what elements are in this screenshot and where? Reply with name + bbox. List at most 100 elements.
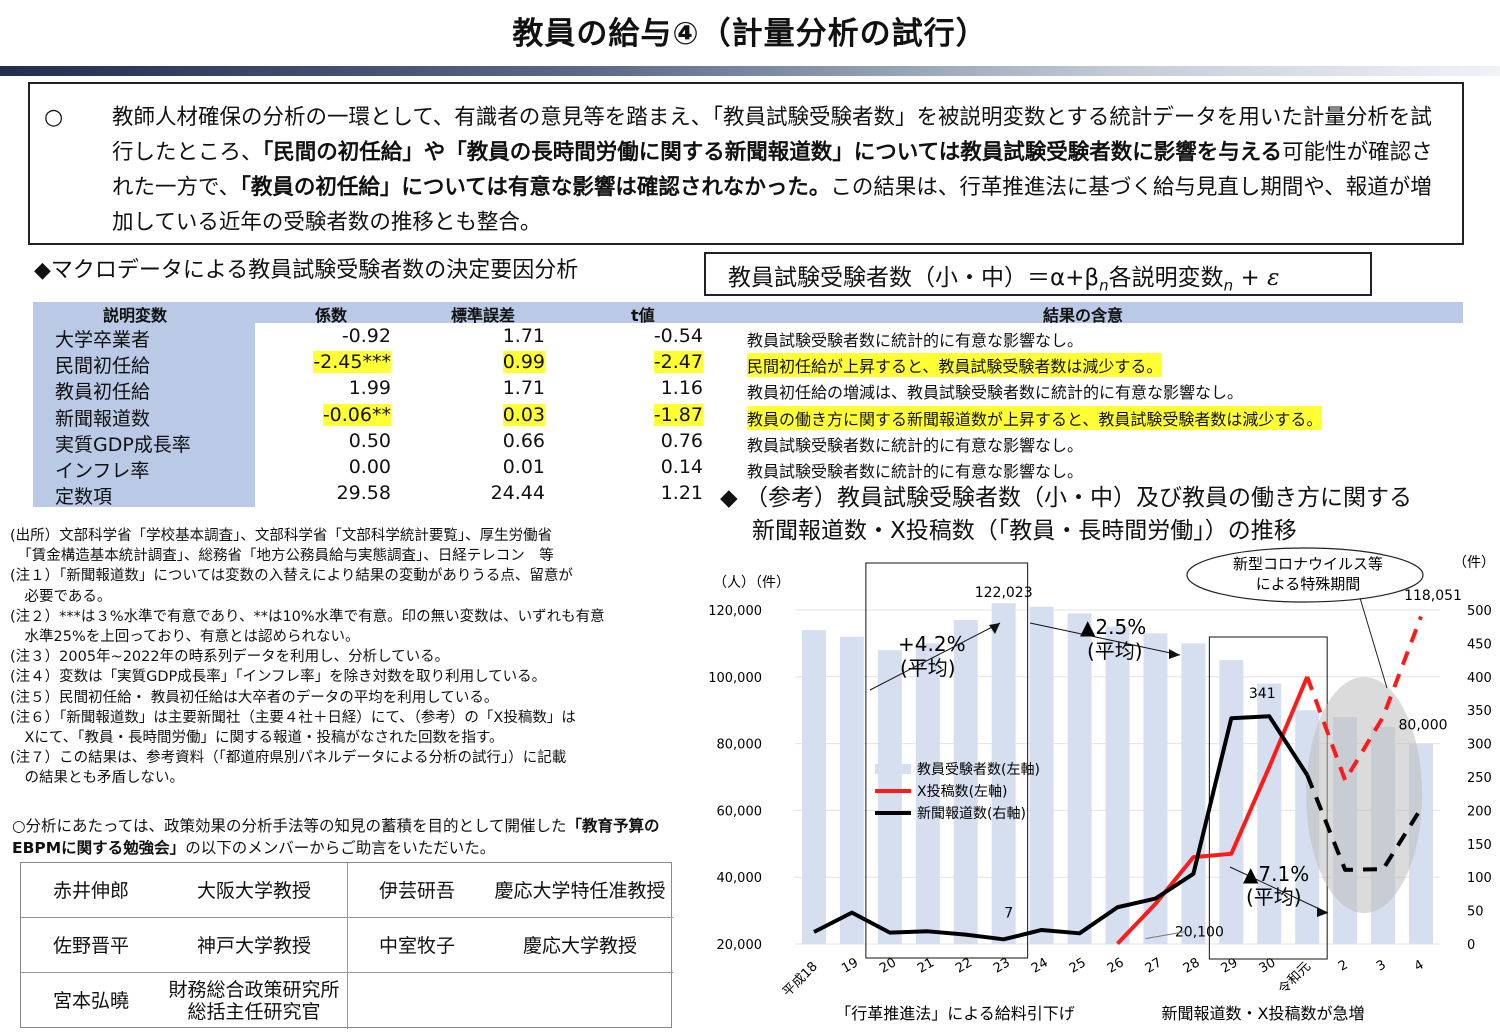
- data-label-leader: [1145, 931, 1186, 940]
- annotation-arrowhead: [1169, 649, 1180, 659]
- annotation-arrowhead: [989, 623, 1000, 634]
- left-axis-unit: （人）（件）: [713, 575, 790, 591]
- t-value: -2.47: [653, 351, 703, 374]
- chart-heading-line-2: 新聞報道数・X投稿数（「教員・長時間労働」）の推移: [752, 518, 1297, 544]
- t-value: 1.16: [660, 377, 703, 400]
- result-implication: 教員試験受験者数に統計的に有意な影響なし。: [747, 462, 1084, 481]
- coefficient-value: 0.50: [348, 429, 391, 452]
- line-x-posts: [1116, 676, 1310, 946]
- note-line: (出所）文部科学省「学校基本調査」、文部科学省「文部科学統計要覧」、厚生労働省: [10, 528, 553, 544]
- covid-callout-text: による特殊期間: [1256, 575, 1361, 593]
- legend-label: X投稿数(左軸): [917, 784, 1008, 800]
- variable-column-background: [33, 323, 255, 507]
- x-axis-tick: 令和元: [1276, 959, 1314, 997]
- note-line: 「賃金構造基本統計調査」、総務省「地方公務員給与実態調査」、日経テレコン 等: [10, 548, 554, 565]
- variable-name: 新聞報道数: [55, 407, 151, 430]
- t-value: 0.14: [660, 456, 703, 478]
- right-axis-tick: 150: [1467, 838, 1492, 853]
- bar-teacher-applicants: [953, 620, 978, 944]
- note-line: (注３）2005年~2022年の時系列データを利用し、分析している。: [10, 649, 450, 666]
- variable-name: 大学卒業者: [55, 329, 151, 351]
- standard-error-value: 1.71: [502, 325, 545, 347]
- right-axis-tick: 400: [1467, 671, 1492, 686]
- bar-teacher-applicants: [1181, 643, 1206, 944]
- x-axis-tick: 21: [915, 955, 937, 976]
- result-implication: 民間初任給が上昇すると、教員試験受験者数は減少する。: [747, 353, 1163, 378]
- member-name: 赤井伸郎: [52, 879, 129, 902]
- member-name: 宮本弘曉: [52, 989, 129, 1012]
- right-axis-tick: 250: [1467, 771, 1492, 786]
- member-title: 大阪大学教授: [196, 879, 311, 902]
- x-axis-tick: 19: [839, 955, 861, 976]
- x-axis-tick: 28: [1181, 955, 1203, 976]
- variable-name: インフレ率: [55, 460, 150, 482]
- bar-teacher-applicants: [1219, 660, 1244, 944]
- covid-ellipse: [1306, 677, 1423, 913]
- x-axis-tick: 24: [1029, 955, 1051, 976]
- annotation-growth: +4.2%: [898, 632, 966, 656]
- note-line: (注５）民間初任給・ 教員初任給は大卒者のデータの平均を利用している。: [10, 689, 499, 706]
- standard-error-value: 0.03: [502, 403, 545, 426]
- variable-name: 実質GDP成長率: [55, 433, 191, 456]
- summary-box: ○ 教師人材確保の分析の一環として、有識者の意見等を踏まえ、「教員試験受験者数」…: [28, 82, 1464, 245]
- formula-plus: +: [1233, 265, 1268, 291]
- right-axis-tick: 100: [1467, 871, 1492, 886]
- header-t-value: t値: [631, 306, 655, 325]
- bar-teacher-applicants: [915, 643, 940, 944]
- right-axis-tick: 50: [1467, 905, 1484, 920]
- result-implication: 教員の働き方に関する新聞報道数が上昇すると、教員試験受験者数は減少する。: [747, 405, 1323, 430]
- t-value: -0.54: [653, 325, 703, 347]
- formula-epsilon: ε: [1267, 265, 1280, 291]
- x-axis-tick: 20: [877, 955, 899, 976]
- annotation-growth-sub: (平均): [1246, 885, 1302, 909]
- annotation-arrow: [869, 622, 1001, 691]
- member-name: 伊芸研吾: [378, 879, 455, 902]
- annotation-arrow: [1029, 622, 1181, 656]
- member-title: 慶応大学教授: [522, 934, 637, 957]
- coefficient-value: -2.45***: [313, 351, 391, 374]
- standard-error-value: 0.99: [502, 351, 545, 374]
- legend-swatch-bars: [875, 764, 911, 774]
- annotation-growth-sub: (平均): [900, 656, 956, 680]
- right-axis-tick: 500: [1467, 604, 1492, 619]
- x-axis-tick: 30: [1257, 955, 1279, 976]
- data-label: 341: [1249, 686, 1276, 702]
- member-divider: [347, 863, 348, 1029]
- legend-label: 新聞報道数(右軸): [917, 806, 1026, 822]
- result-implication: 教員試験受験者数に統計的に有意な影響なし。: [747, 435, 1084, 455]
- note-line: Xにて、「教員・長時間労働」に関する報道・投稿がなされた回数を指す。: [10, 730, 504, 747]
- line-news-reports-estimated: [1305, 774, 1423, 872]
- note-line: 必要である。: [10, 588, 112, 605]
- standard-error-value: 0.01: [502, 456, 545, 478]
- x-axis-tick: 2: [1336, 957, 1351, 974]
- x-axis-tick: 3: [1374, 957, 1389, 974]
- period-label: 「行革推進法」による給料引下げ: [835, 1004, 1075, 1023]
- regression-header-row: 説明変数 係数 標準誤差 t値 結果の含意: [33, 302, 1463, 325]
- note-line: (注７）この結果は、参考資料（「都道府県別パネルデータによる分析の試行」）に記載: [10, 750, 567, 767]
- period-label: 新聞報道数・X投稿数が急増: [1162, 1004, 1365, 1023]
- note-line: (注４）変数は「実質GDP成長率」「インフレ率」を除き対数を取り利用している。: [10, 669, 547, 686]
- x-axis-tick: 平成18: [780, 959, 821, 1000]
- header-coefficient: 係数: [315, 306, 348, 325]
- coefficient-value: -0.06**: [322, 403, 391, 426]
- standard-error-value: 1.71: [502, 377, 545, 400]
- left-axis-tick: 60,000: [717, 804, 763, 819]
- advice-text-1: ○分析にあたっては、政策効果の分析手法等の知見の蓄積を目的として開催した: [12, 817, 567, 835]
- advice-bold-1: 「教育予算の: [566, 817, 660, 835]
- advice-bold-2: EBPMに関する勉強会」: [12, 839, 186, 857]
- left-axis-tick: 40,000: [717, 871, 763, 886]
- regression-row: 教員初任給 1.99 1.71 1.16 教員初任給の増減は、教員試験受験者数に統計的に…: [33, 376, 1463, 404]
- regression-row: 新聞報道数 -0.06** 0.03 -1.87 教員の働き方に関する新聞報道数が上昇す…: [33, 403, 1463, 430]
- header-standard-error: 標準誤差: [451, 306, 516, 325]
- data-label: 122,023: [975, 585, 1033, 601]
- bar-teacher-applicants: [801, 630, 826, 944]
- right-axis-tick: 200: [1467, 804, 1492, 819]
- covid-callout-bubble: [1186, 547, 1424, 603]
- variable-name: 教員初任給: [55, 381, 151, 404]
- member-title: 神戸大学教授: [196, 934, 311, 957]
- summary-bold-1: 「民間の初任給」や「教員の長時間労働に関する新聞報道数」については教員試験受験者…: [262, 140, 1283, 165]
- title-underline-bar: [0, 66, 1500, 76]
- variable-name: 民間初任給: [55, 355, 151, 378]
- bar-teacher-applicants: [839, 636, 864, 944]
- formula-mid: 各説明変数: [1108, 265, 1224, 291]
